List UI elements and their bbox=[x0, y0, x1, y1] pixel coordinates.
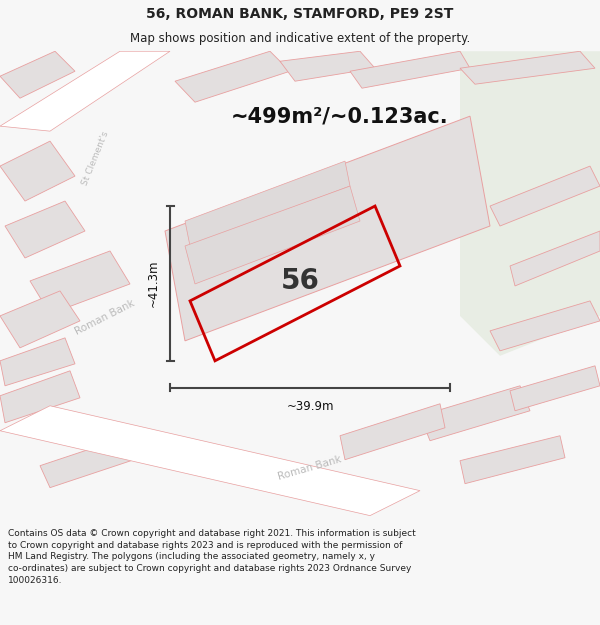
Polygon shape bbox=[490, 301, 600, 351]
Polygon shape bbox=[340, 404, 445, 460]
Text: Contains OS data © Crown copyright and database right 2021. This information is : Contains OS data © Crown copyright and d… bbox=[8, 529, 416, 585]
Polygon shape bbox=[510, 231, 600, 286]
Text: Roman Bank: Roman Bank bbox=[277, 454, 343, 481]
Polygon shape bbox=[0, 141, 75, 201]
Polygon shape bbox=[420, 386, 530, 441]
Text: ~499m²/~0.123ac.: ~499m²/~0.123ac. bbox=[231, 106, 449, 126]
Polygon shape bbox=[460, 51, 600, 356]
Polygon shape bbox=[185, 186, 360, 284]
Polygon shape bbox=[460, 436, 565, 484]
Polygon shape bbox=[460, 51, 595, 84]
Polygon shape bbox=[0, 51, 75, 98]
Polygon shape bbox=[30, 251, 130, 314]
Text: St Clement's: St Clement's bbox=[80, 130, 110, 186]
Polygon shape bbox=[0, 291, 80, 348]
Polygon shape bbox=[40, 436, 140, 488]
Polygon shape bbox=[0, 406, 420, 516]
Polygon shape bbox=[0, 51, 170, 131]
Polygon shape bbox=[510, 366, 600, 411]
Text: Map shows position and indicative extent of the property.: Map shows position and indicative extent… bbox=[130, 32, 470, 45]
Polygon shape bbox=[0, 371, 80, 423]
Text: 56, ROMAN BANK, STAMFORD, PE9 2ST: 56, ROMAN BANK, STAMFORD, PE9 2ST bbox=[146, 8, 454, 21]
Polygon shape bbox=[490, 166, 600, 226]
Polygon shape bbox=[185, 161, 350, 246]
Text: 56: 56 bbox=[281, 267, 319, 295]
Polygon shape bbox=[0, 338, 75, 386]
Text: Roman Bank: Roman Bank bbox=[73, 299, 137, 338]
Polygon shape bbox=[280, 51, 375, 81]
Text: ~41.3m: ~41.3m bbox=[147, 259, 160, 307]
Polygon shape bbox=[350, 51, 470, 88]
Text: ~39.9m: ~39.9m bbox=[286, 400, 334, 412]
Polygon shape bbox=[5, 201, 85, 258]
Polygon shape bbox=[165, 116, 490, 341]
Polygon shape bbox=[175, 51, 290, 102]
